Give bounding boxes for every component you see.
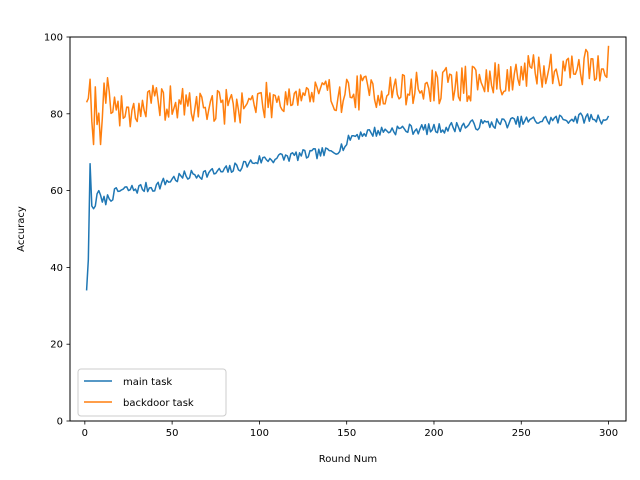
x-tick-label: 300 (599, 428, 618, 439)
legend: main task backdoor task (77, 368, 227, 417)
legend-box (77, 368, 227, 417)
series-line-main-task (85, 112, 610, 291)
x-tick-label: 0 (82, 428, 88, 439)
y-tick-label: 100 (44, 33, 63, 44)
plot-area (69, 36, 627, 422)
x-tick-label: 150 (337, 428, 356, 439)
y-axis-label: Accuracy (16, 206, 27, 252)
y-tick-label: 40 (50, 263, 63, 274)
x-axis-label: Round Num (319, 454, 377, 465)
axes-frame (69, 36, 627, 422)
x-axis-ticks: 0 50 100 150 200 250 300 (82, 421, 618, 439)
x-tick-label: 200 (424, 428, 443, 439)
y-tick-label: 20 (50, 340, 63, 351)
x-tick-label: 50 (166, 428, 179, 439)
y-tick-label: 80 (50, 109, 63, 120)
y-tick-label: 0 (57, 417, 63, 428)
series-layer (85, 45, 610, 291)
legend-entry: main task (123, 377, 172, 388)
series-line-backdoor-task (85, 45, 610, 146)
y-tick-label: 60 (50, 186, 63, 197)
x-tick-label: 250 (512, 428, 531, 439)
y-axis-ticks: 0 20 40 60 80 100 (44, 33, 70, 428)
legend-entry: backdoor task (123, 398, 194, 409)
x-tick-label: 100 (250, 428, 269, 439)
